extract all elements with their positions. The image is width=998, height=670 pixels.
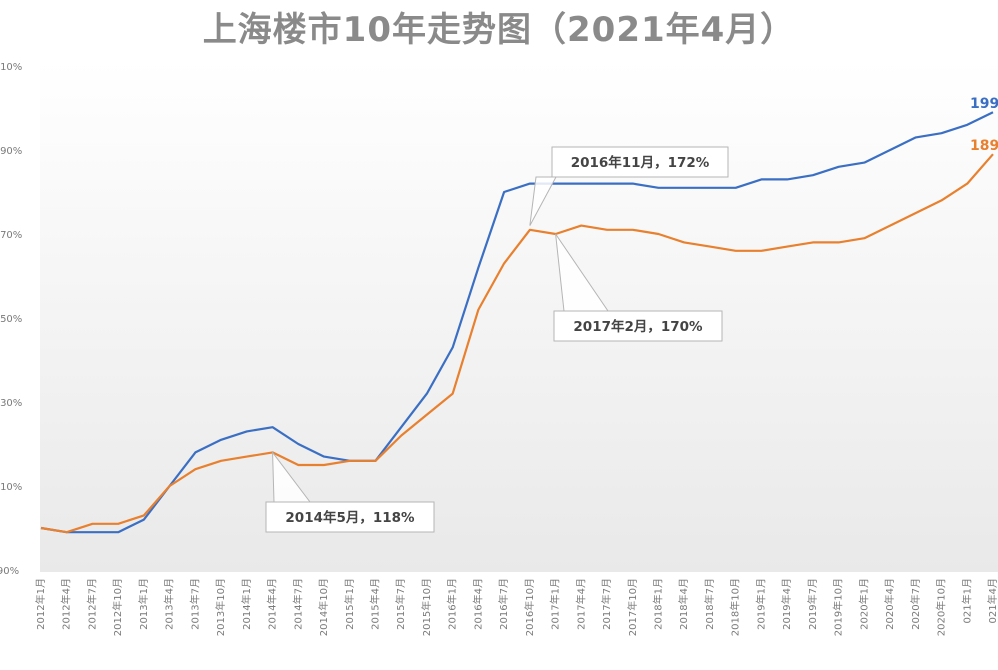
annotation-leader — [529, 176, 557, 226]
annotation-box — [551, 146, 729, 178]
x-axis: 2012年1月 2012年4月 2012年7月 2012年10月 2013年1月 2013… — [34, 578, 998, 636]
series-group — [40, 111, 994, 534]
x-tick-label: 2014年10月 — [317, 578, 330, 636]
x-tick-label: 2012年7月 — [85, 578, 98, 630]
x-tick-label: 2020年4月 — [883, 578, 896, 630]
x-tick-label: 2014年7月 — [291, 578, 304, 630]
x-tick-label: 2013年4月 — [163, 578, 176, 630]
y-tick-label: 110% — [0, 482, 22, 493]
annotation-callout: 2014年5月，118% — [265, 450, 435, 533]
y-tick-label: 170% — [0, 230, 22, 241]
x-tick-label: 021年4月 — [986, 578, 998, 623]
x-tick-label: 2020年7月 — [909, 578, 922, 630]
x-tick-label: 2015年4月 — [368, 578, 381, 630]
x-tick-label: 2012年10月 — [111, 578, 124, 636]
x-tick-label: 2018年10月 — [729, 578, 742, 636]
x-tick-label: 2015年10月 — [420, 578, 433, 636]
x-tick-label: 2016年7月 — [497, 578, 510, 630]
x-tick-label: 2016年4月 — [471, 578, 484, 630]
annotations: 2016年11月，172% 2017年2月，170% 2014年5月，118% — [265, 146, 729, 533]
annotation-label: 2016年11月，172% — [571, 154, 710, 171]
x-tick-label: 2018年1月 — [652, 578, 665, 630]
series-end-label: 189 — [970, 138, 998, 154]
y-tick-label: 130% — [0, 398, 22, 409]
x-tick-label: 2016年1月 — [446, 578, 459, 630]
x-tick-label: 2019年10月 — [832, 578, 845, 636]
end-labels: 199 189 — [970, 96, 998, 154]
series-line-1 — [40, 111, 994, 534]
x-tick-label: 2018年7月 — [703, 578, 716, 630]
x-tick-label: 2013年10月 — [214, 578, 227, 636]
series-line-2 — [40, 153, 994, 534]
x-tick-label: 2013年1月 — [137, 578, 150, 630]
annotation-label: 2014年5月，118% — [285, 509, 415, 526]
x-tick-label: 2015年7月 — [394, 578, 407, 630]
x-tick-label: 2020年10月 — [935, 578, 948, 636]
x-tick-label: 2018年4月 — [677, 578, 690, 630]
annotation-callout: 2017年2月，170% — [553, 233, 723, 342]
x-tick-label: 2014年4月 — [266, 578, 279, 630]
x-tick-label: 2013年7月 — [188, 578, 201, 630]
x-tick-label: 2019年1月 — [754, 578, 767, 630]
plot-background — [40, 60, 998, 572]
annotation-box — [265, 501, 435, 533]
x-tick-label: 2019年4月 — [780, 578, 793, 630]
x-tick-label: 2017年1月 — [549, 578, 562, 630]
x-tick-label: 2017年10月 — [626, 578, 639, 636]
y-tick-label: 150% — [0, 314, 22, 325]
x-tick-label: 2019年7月 — [806, 578, 819, 630]
x-tick-label: 2017年4月 — [574, 578, 587, 630]
series-end-label: 199 — [970, 96, 998, 112]
x-tick-label: 2014年1月 — [240, 578, 253, 630]
annotation-label: 2017年2月，170% — [573, 318, 703, 335]
x-tick-label: 021年1月 — [960, 578, 973, 623]
x-tick-label: 2016年10月 — [523, 578, 536, 636]
x-tick-label: 2015年1月 — [343, 578, 356, 630]
x-tick-label: 2020年1月 — [857, 578, 870, 630]
y-tick-label: 90% — [0, 566, 19, 577]
y-tick-label: 210% — [0, 62, 22, 73]
y-axis: 90% 110% 130% 150% 170% 190% 210% — [0, 62, 22, 577]
annotation-box — [553, 310, 723, 342]
x-tick-label: 2012年4月 — [60, 578, 73, 630]
x-tick-label: 2017年7月 — [600, 578, 613, 630]
y-tick-label: 190% — [0, 146, 22, 157]
annotation-callout: 2016年11月，172% — [529, 146, 729, 226]
chart-title: 上海楼市10年走势图（2021年4月） — [202, 10, 796, 50]
x-tick-label: 2012年1月 — [34, 578, 47, 630]
